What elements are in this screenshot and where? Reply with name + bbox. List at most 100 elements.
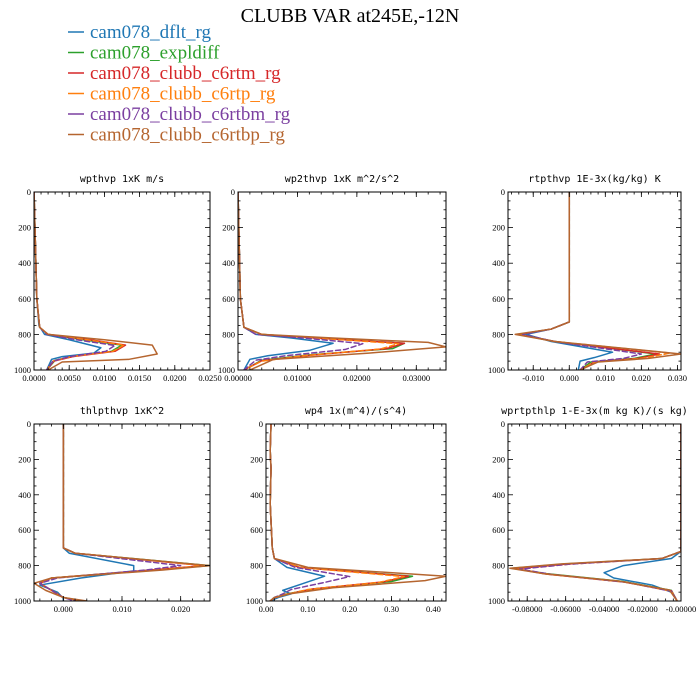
x-tick-label: -0.04000	[589, 604, 619, 614]
x-tick-label: 0.02000	[343, 373, 371, 383]
y-tick-label: 0	[501, 187, 505, 197]
legend-label: cam078_dflt_rg	[90, 22, 212, 43]
legend: cam078_dflt_rgcam078_expldiffcam078_club…	[68, 22, 291, 146]
series-line-5	[269, 424, 351, 601]
series-line-1	[603, 424, 681, 601]
x-tick-label: 0.00	[259, 604, 274, 614]
series-line-5	[518, 424, 681, 601]
legend-label: cam078_clubb_c6rtbm_rg	[90, 104, 291, 125]
y-tick-label: 200	[222, 223, 235, 233]
panel-4: thlpthvp 1xK^2 0 200 400 600 800 1000 0.000 0.01…	[14, 406, 211, 614]
x-tick-label: 0.03000	[402, 373, 430, 383]
y-tick-label: 1000	[488, 596, 505, 606]
plot-frame	[507, 191, 682, 371]
y-tick-label: 800	[18, 329, 31, 339]
x-tick-label: 0.00000	[224, 373, 252, 383]
y-tick-label: 600	[18, 525, 31, 535]
series-group	[269, 424, 446, 601]
legend-label: cam078_clubb_c6rtm_rg	[90, 63, 281, 84]
y-tick-label: 800	[492, 561, 505, 571]
series-line-6	[238, 192, 446, 370]
y-tick-label: 200	[18, 454, 31, 464]
series-line-4	[518, 192, 671, 370]
y-tick-label: 600	[18, 294, 31, 304]
x-tick-label: 0.01000	[284, 373, 312, 383]
series-line-6	[514, 192, 681, 370]
panel-title: wpthvp 1xK m/s	[80, 174, 164, 185]
y-tick-label: 400	[222, 258, 235, 268]
y-tick-label: 200	[492, 454, 505, 464]
x-tick-label: -0.08000	[512, 604, 542, 614]
y-tick-label: 400	[18, 258, 31, 268]
x-tick-label: -0.00000	[666, 604, 696, 614]
x-tick-label: 0.0150	[128, 373, 151, 383]
series-line-6	[509, 424, 681, 601]
plot-frame	[507, 423, 682, 602]
series-group	[514, 192, 681, 370]
series-line-1	[269, 424, 326, 601]
y-tick-label: 800	[250, 561, 263, 571]
series-line-4	[238, 192, 400, 370]
legend-label: cam078_expldiff	[90, 43, 220, 64]
y-tick-label: 1000	[218, 365, 235, 375]
x-tick-label: 0.0250	[198, 373, 221, 383]
y-tick-label: 1000	[14, 365, 31, 375]
y-tick-label: 1000	[246, 596, 263, 606]
series-line-2	[511, 424, 681, 601]
series-line-2	[518, 192, 657, 370]
series-group	[34, 192, 158, 370]
series-line-4	[34, 192, 125, 370]
y-tick-label: 0	[501, 419, 505, 429]
x-tick-label: 0.010	[596, 373, 615, 383]
panel-2: wp2thvp 1xK m^2/s^2 0 200 400 600 800 10000.00…	[218, 174, 447, 383]
series-line-1	[34, 192, 102, 370]
x-tick-label: 0.0050	[58, 373, 81, 383]
series-line-3	[238, 192, 406, 370]
series-group	[238, 192, 446, 370]
series-group	[34, 424, 210, 601]
series-line-5	[238, 192, 364, 370]
x-tick-label: -0.010	[522, 373, 544, 383]
x-tick-label: 0.30	[384, 604, 399, 614]
y-tick-label: 0	[259, 419, 263, 429]
panel-title: rtpthvp 1E-3x(kg/kg) K	[528, 174, 660, 185]
panel-3: rtpthvp 1E-3x(kg/kg) K 0 200 400 600 800 1000 -…	[488, 174, 687, 383]
series-line-4	[516, 424, 681, 601]
y-tick-label: 800	[222, 329, 235, 339]
x-tick-label: 0.000	[54, 604, 73, 614]
y-tick-label: 200	[250, 454, 263, 464]
panel-title: wprtpthlp 1-E-3x(m kg K)/(s kg)	[501, 406, 688, 417]
y-tick-label: 400	[492, 490, 505, 500]
x-tick-label: 0.40	[426, 604, 441, 614]
series-line-6	[34, 424, 210, 601]
series-line-3	[39, 424, 205, 601]
series-line-5	[34, 192, 116, 370]
x-tick-label: 0.000	[560, 373, 579, 383]
y-tick-label: 0	[27, 419, 31, 429]
plot-frame	[237, 191, 447, 371]
panel-title: thlpthvp 1xK^2	[80, 406, 164, 417]
plot-frame	[33, 191, 211, 371]
series-line-1	[238, 192, 334, 370]
legend-label: cam078_clubb_c6rtp_rg	[90, 84, 276, 105]
x-tick-label: 0.0000	[22, 373, 45, 383]
y-tick-label: 1000	[488, 365, 505, 375]
y-tick-label: 400	[250, 490, 263, 500]
y-tick-label: 600	[250, 525, 263, 535]
x-tick-label: 0.20	[342, 604, 357, 614]
x-tick-label: 0.020	[171, 604, 190, 614]
legend-label: cam078_clubb_c6rtbp_rg	[90, 125, 285, 146]
y-tick-label: 600	[492, 525, 505, 535]
series-group	[509, 424, 681, 601]
series-line-3	[518, 192, 661, 370]
y-tick-label: 400	[492, 258, 505, 268]
x-tick-label: 0.020	[632, 373, 651, 383]
x-tick-label: 0.0100	[93, 373, 116, 383]
y-tick-label: 0	[27, 187, 31, 197]
y-tick-label: 400	[18, 490, 31, 500]
y-tick-label: 200	[492, 223, 505, 233]
